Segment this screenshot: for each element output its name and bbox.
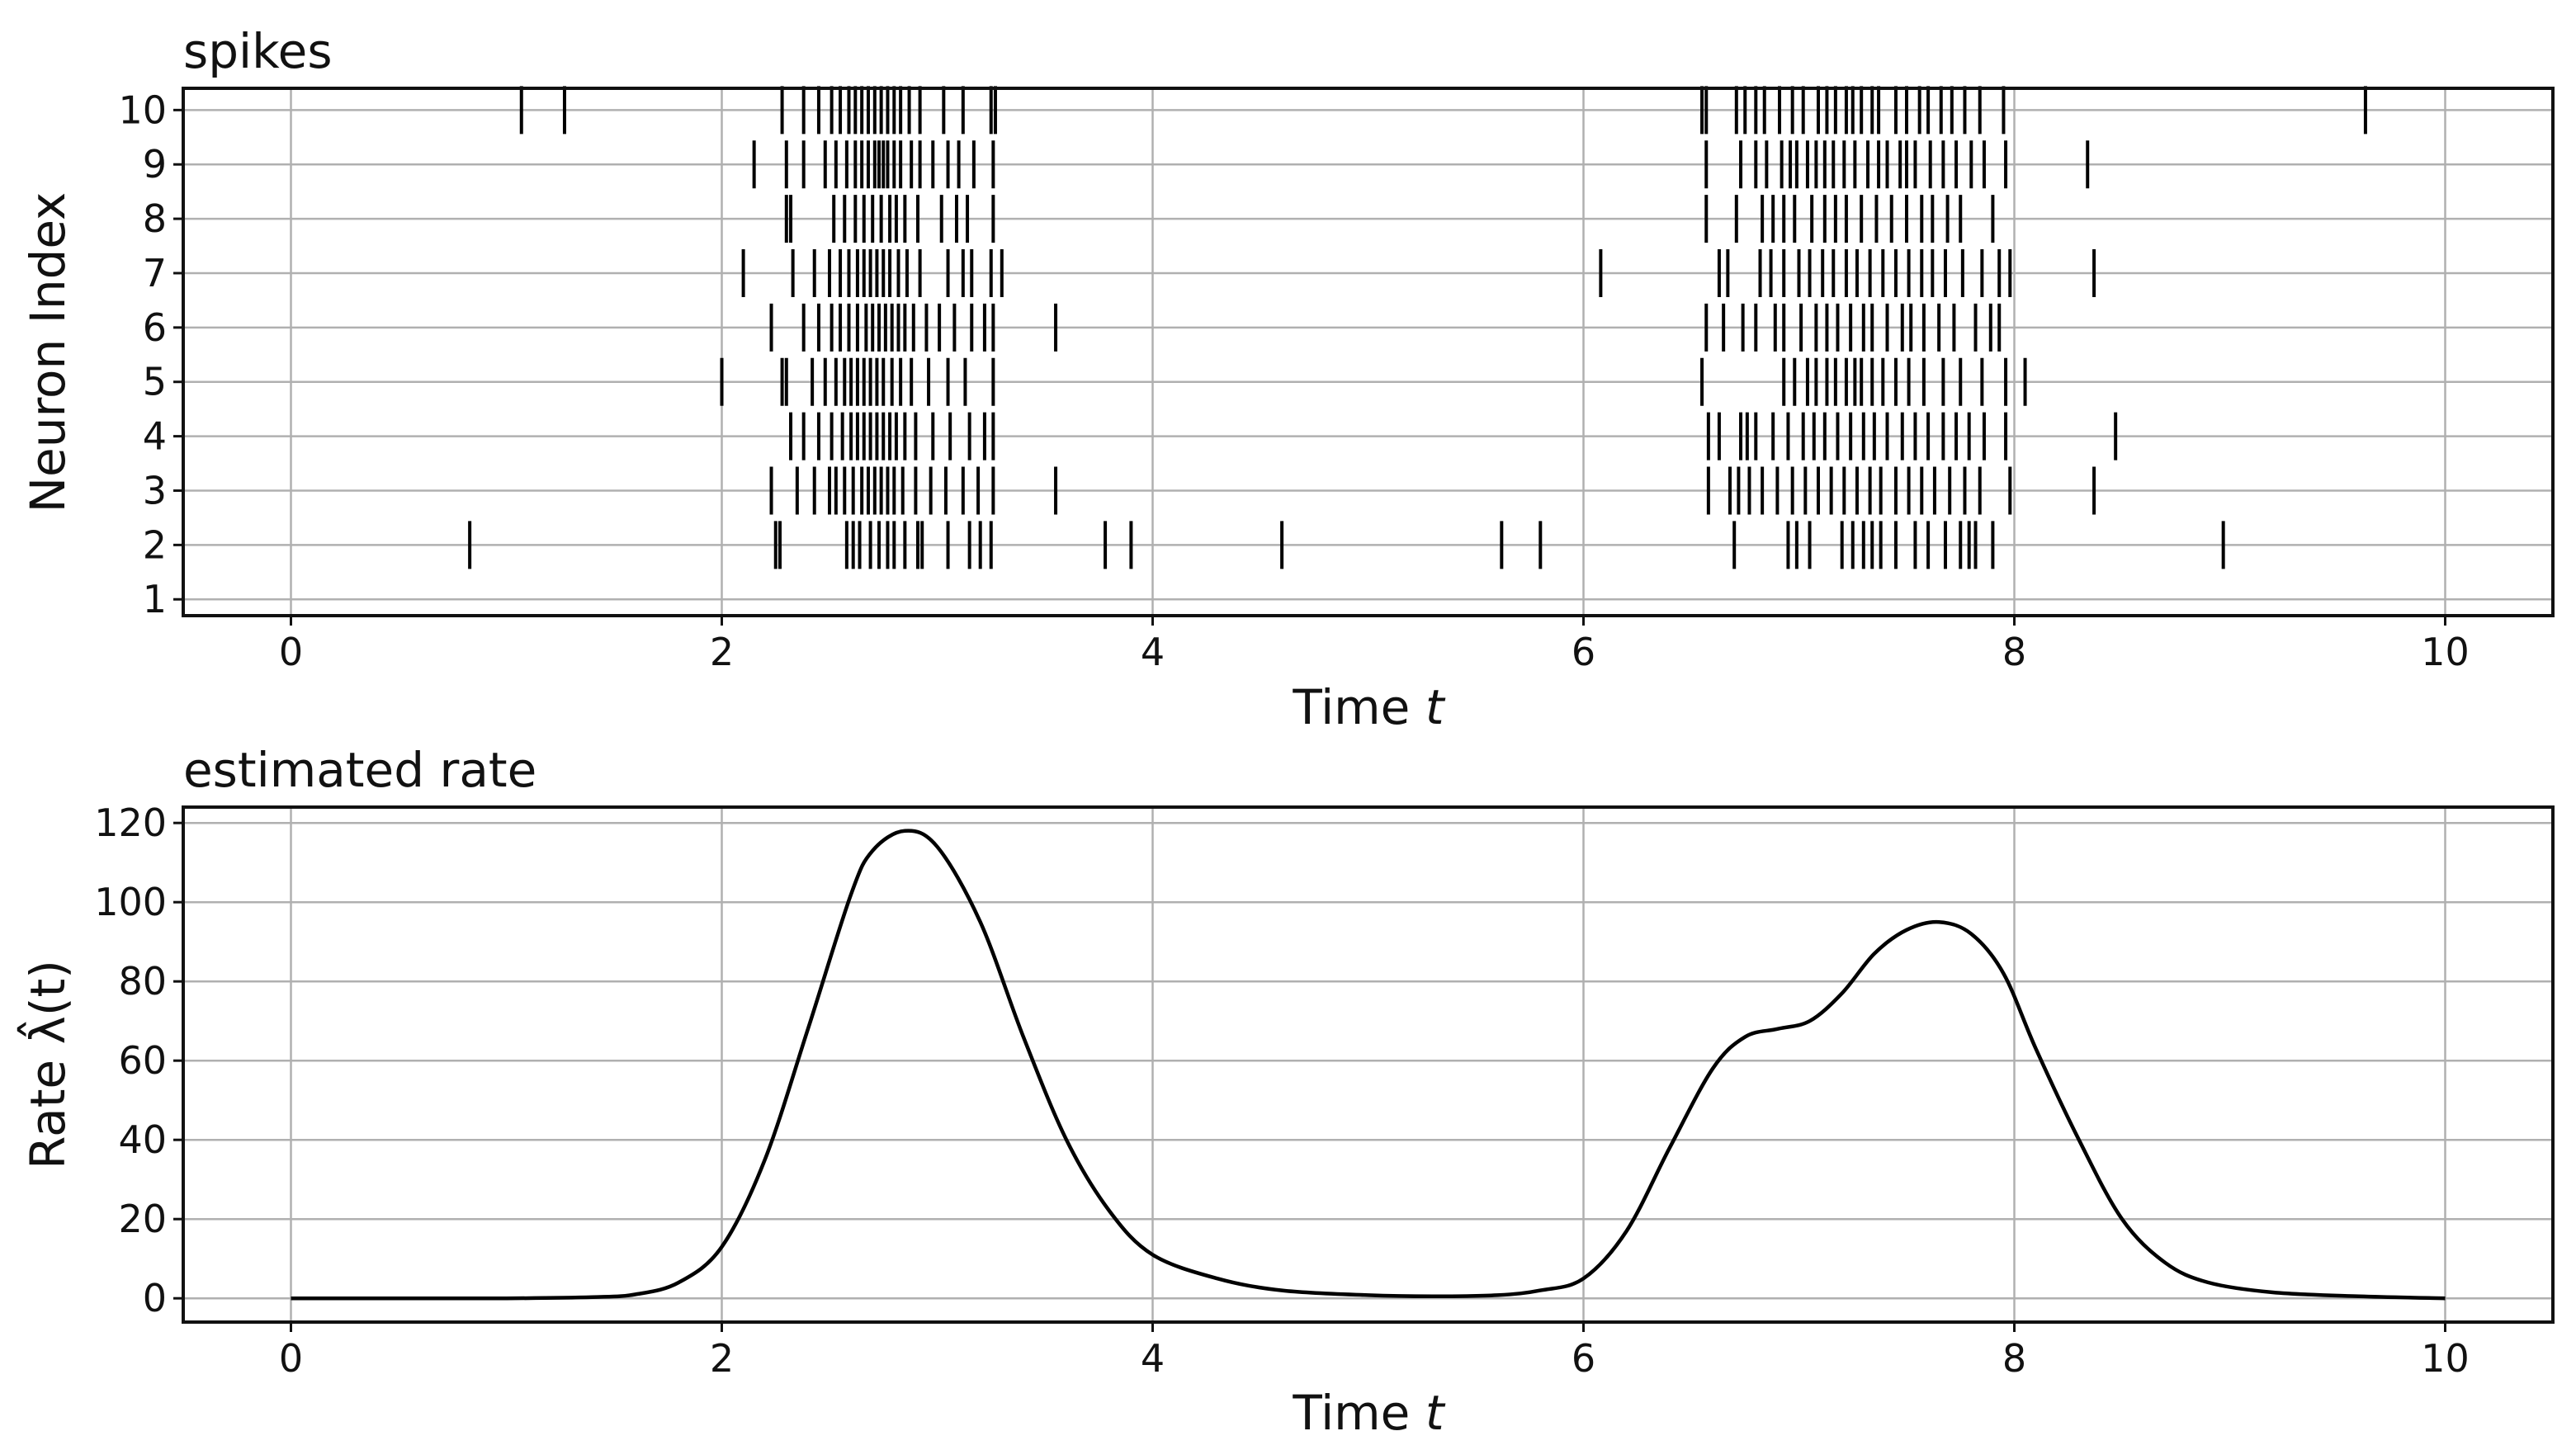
spike-y-tick-label: 1 [143,577,167,621]
rate-x-tick-label: 2 [710,1336,734,1381]
spike-panel-title: spikes [183,23,333,79]
rate-x-axis-label: Time t [1292,1385,1445,1441]
rate-y-tick-label: 60 [118,1038,167,1083]
rate-plot-frame [182,805,2555,1324]
spike-grid [183,88,2553,616]
spike-x-axis-label: Time t [1292,679,1445,735]
spike-x-tick-label: 10 [2421,630,2470,674]
spike-x-tick-label: 8 [2002,630,2026,674]
spike-y-tick-label: 7 [143,251,167,295]
rate-y-tick-label: 0 [143,1276,167,1320]
rate-y-tick-label: 20 [118,1197,167,1241]
spike-y-tick-label: 8 [143,196,167,241]
rate-panel-title: estimated rate [183,742,536,798]
rate-y-tick-label: 80 [118,959,167,1004]
spike-y-tick-label: 4 [143,414,167,459]
rate-y-tick-label: 40 [118,1117,167,1162]
spike-y-tick-label: 5 [143,360,167,404]
spike-y-tick-label: 6 [143,305,167,350]
rate-grid [183,807,2553,1322]
rate-y-tick-label: 100 [94,880,167,924]
rate-x-tick-label: 8 [2002,1336,2026,1381]
spike-x-tick-label: 6 [1572,630,1595,674]
spike-x-tick-label: 0 [279,630,303,674]
spike-y-tick-label: 10 [118,87,167,132]
rate-x-tick-label: 4 [1141,1336,1165,1381]
rate-x-tick-label: 0 [279,1336,303,1381]
rate-curve [291,829,2446,1301]
rate-y-axis-label: Rate λ̂(t) [17,960,76,1169]
spike-x-tick-label: 2 [710,630,734,674]
rate-x-tick-label: 10 [2421,1336,2470,1381]
spike-marks [468,86,2367,569]
spike-y-axis-label: Neuron Index [20,192,76,513]
spike-y-tick-label: 3 [143,468,167,512]
rate-y-tick-label: 120 [94,801,167,845]
spike-y-tick-label: 2 [143,522,167,567]
spike-x-tick-label: 4 [1141,630,1165,674]
spike-y-tick-label: 9 [143,142,167,187]
spike-plot-frame [182,87,2555,617]
rate-x-tick-label: 6 [1572,1336,1595,1381]
